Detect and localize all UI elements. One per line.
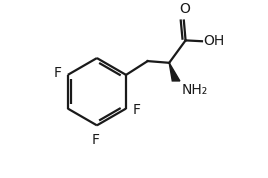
Text: OH: OH (203, 34, 224, 48)
Text: F: F (133, 103, 141, 117)
Text: F: F (91, 133, 99, 147)
Text: O: O (179, 2, 190, 16)
Text: NH₂: NH₂ (181, 83, 207, 97)
Polygon shape (169, 63, 180, 81)
Text: F: F (53, 66, 61, 80)
